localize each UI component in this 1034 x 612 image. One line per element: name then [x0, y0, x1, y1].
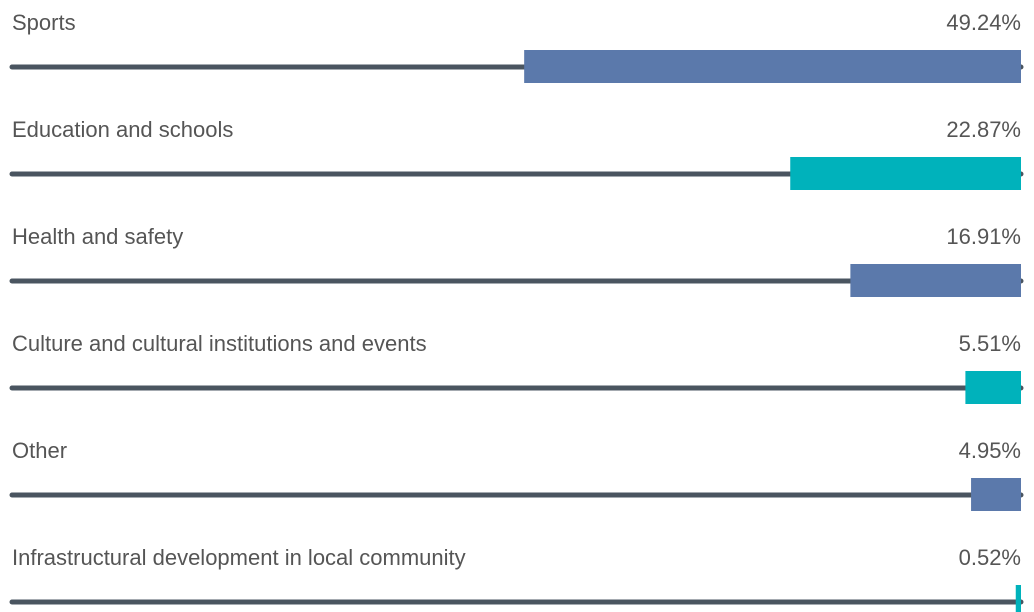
value-label: 5.51%: [959, 331, 1021, 356]
value-label: 0.52%: [959, 545, 1021, 570]
value-label: 49.24%: [946, 10, 1021, 35]
category-label: Sports: [12, 10, 76, 35]
bar: [965, 371, 1021, 404]
category-label: Infrastructural development in local com…: [12, 545, 466, 570]
value-label: 22.87%: [946, 117, 1021, 142]
category-label: Education and schools: [12, 117, 233, 142]
category-label: Other: [12, 438, 67, 463]
value-label: 16.91%: [946, 224, 1021, 249]
bar: [971, 478, 1021, 511]
bar: [1015, 585, 1021, 612]
bar: [850, 264, 1021, 297]
bar: [524, 50, 1021, 83]
category-label: Health and safety: [12, 224, 183, 249]
value-label: 4.95%: [959, 438, 1021, 463]
category-label: Culture and cultural institutions and ev…: [12, 331, 427, 356]
bar: [790, 157, 1021, 190]
